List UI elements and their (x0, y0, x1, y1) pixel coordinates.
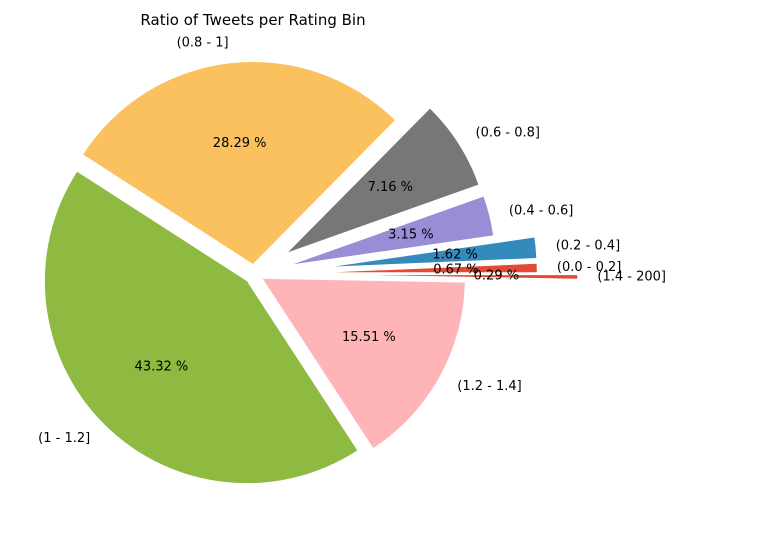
slice-category-label: (0.0 - 0.2] (557, 260, 621, 275)
slice-category-label: (0.8 - 1] (177, 36, 229, 51)
slice-category-label: (0.2 - 0.4] (556, 238, 620, 253)
pie-labels: 0.67 % (0.0 - 0.2] 1.62 % (0.2 - 0.4] 3.15 %… (38, 36, 666, 447)
slice-percent-label: 3.15 % (388, 228, 433, 243)
pie-slice-1-1-2 (44, 171, 358, 484)
pie-slice-0-6-0-8 (288, 108, 479, 253)
slice-percent-label: 0.29 % (474, 269, 519, 284)
pie-slice-1-2-1-4 (262, 278, 465, 449)
slice-category-label: (1 - 1.2] (38, 431, 90, 446)
slice-category-label: (1.2 - 1.4] (457, 379, 521, 394)
slice-category-label: (0.4 - 0.6] (509, 203, 573, 218)
slice-category-label: (1.4 - 200] (597, 270, 666, 285)
slice-percent-label: 28.29 % (213, 136, 267, 151)
slice-percent-label: 1.62 % (432, 248, 477, 263)
pie-slice-1-4-200 (375, 275, 578, 279)
slice-percent-label: 7.16 % (368, 180, 413, 195)
pie-slice-0-2-0-4 (334, 237, 537, 267)
pie-slices (44, 61, 578, 484)
slice-percent-label: 43.32 % (135, 360, 189, 375)
slice-category-label: (0.6 - 0.8] (476, 126, 540, 141)
pie-slice-0-8-1 (83, 61, 395, 264)
chart-title: Ratio of Tweets per Rating Bin (140, 11, 365, 29)
pie-slice-0-0-0-2 (334, 263, 537, 273)
slice-percent-label: 15.51 % (342, 330, 396, 345)
slice-percent-label: 0.67 % (433, 262, 478, 277)
pie-slice-0-4-0-6 (293, 196, 494, 265)
